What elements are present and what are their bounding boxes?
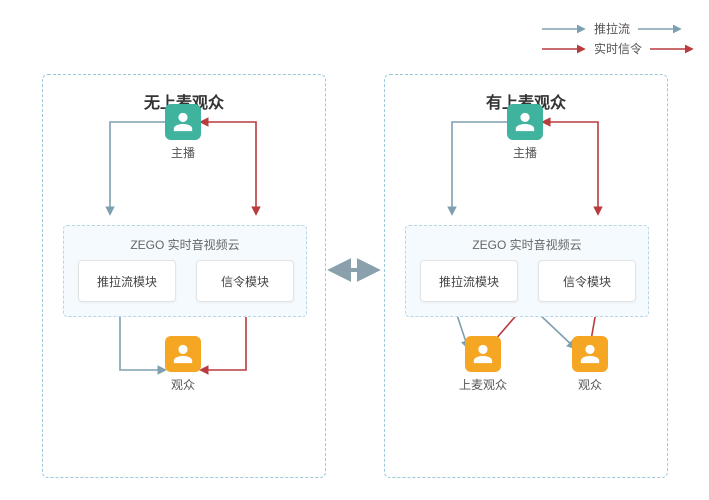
module-stream-left: 推拉流模块 xyxy=(78,260,176,302)
host-right xyxy=(507,104,543,140)
audience-left-label: 观众 xyxy=(143,376,223,393)
host-right-label: 主播 xyxy=(485,144,565,161)
cloud-title-right: ZEGO 实时音视频云 xyxy=(406,236,648,253)
onmic-right xyxy=(465,336,501,372)
legend-stream-label: 推拉流 xyxy=(594,20,630,37)
onmic-right-label: 上麦观众 xyxy=(443,376,523,393)
cloud-title-left: ZEGO 实时音视频云 xyxy=(64,236,306,253)
module-signal-right: 信令模块 xyxy=(538,260,636,302)
host-left-label: 主播 xyxy=(143,144,223,161)
cloud-box-right: ZEGO 实时音视频云 推拉流模块 信令模块 xyxy=(405,225,649,317)
cloud-box-left: ZEGO 实时音视频云 推拉流模块 信令模块 xyxy=(63,225,307,317)
module-stream-right: 推拉流模块 xyxy=(420,260,518,302)
legend-signal-row: 实时信令 xyxy=(540,40,696,57)
host-left xyxy=(165,104,201,140)
audience-right-label: 观众 xyxy=(550,376,630,393)
legend-stream-row: 推拉流 xyxy=(540,20,684,37)
module-signal-left: 信令模块 xyxy=(196,260,294,302)
audience-left xyxy=(165,336,201,372)
legend-signal-label: 实时信令 xyxy=(594,40,642,57)
audience-right xyxy=(572,336,608,372)
